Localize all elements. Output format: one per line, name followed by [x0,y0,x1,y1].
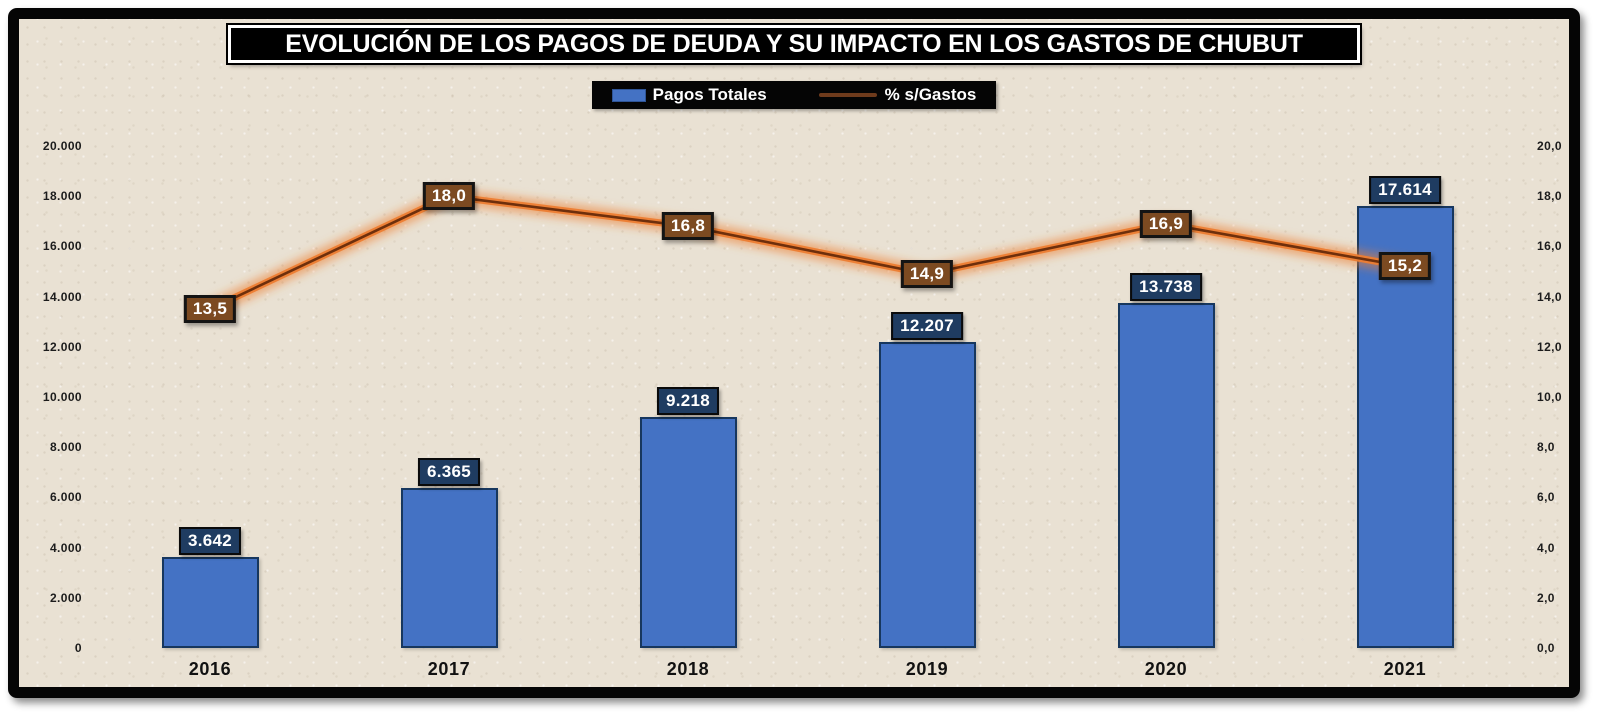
chart-frame: EVOLUCIÓN DE LOS PAGOS DE DEUDA Y SU IMP… [8,8,1580,698]
line-point-label-2017: 18,0 [422,182,476,211]
legend-line-swatch [818,93,877,97]
pct-line-series [202,188,1413,318]
x-axis-year-label-2021: 2021 [1383,659,1427,679]
bar-2016 [161,556,259,648]
y-axis-left-tick-12.000: 12.000 [42,339,82,354]
bar-2020 [1117,303,1215,648]
legend-line-label: % s/Gastos [884,85,977,104]
bar-2018 [639,416,737,648]
y-axis-left-tick-20.000: 20.000 [42,139,82,153]
line-point-label-2021: 15,2 [1378,252,1432,281]
bar-value-label-2018: 9.218 [656,386,720,415]
legend-bar-swatch [611,88,646,102]
line-point-label-2018: 16,8 [661,212,715,241]
y-axis-right-tick-20,0: 20,0 [1537,139,1562,153]
x-axis-year-label-2020: 2020 [1144,659,1188,679]
y-axis-left-tick-16.000: 16.000 [42,239,82,254]
y-axis-left-tick-10.000: 10.000 [42,390,82,404]
y-axis-right-tick-0,0: 0,0 [1537,641,1555,655]
bar-value-label-2017: 6.365 [417,458,481,487]
bar-value-label-2021: 17.614 [1369,175,1441,204]
y-axis-right-tick-4,0: 4,0 [1537,540,1555,555]
legend-bar-label: Pagos Totales [652,85,767,104]
chart-title-bar: EVOLUCIÓN DE LOS PAGOS DE DEUDA Y SU IMP… [226,23,1362,65]
bar-2017 [400,488,498,648]
bar-value-label-2016: 3.642 [178,526,242,555]
y-axis-right-tick-18,0: 18,0 [1537,189,1562,204]
line-point-label-2020: 16,9 [1139,209,1193,238]
bar-value-label-2019: 12.207 [891,311,963,340]
x-axis-year-label-2016: 2016 [188,659,232,679]
x-axis-year-label-2017: 2017 [427,659,471,679]
x-axis-year-label-2019: 2019 [905,659,949,679]
y-axis-left-tick-6.000: 6.000 [49,490,82,505]
y-axis-right-tick-14,0: 14,0 [1537,289,1562,304]
y-axis-left-tick-4.000: 4.000 [49,540,82,555]
x-axis-year-label-2018: 2018 [666,659,710,679]
pct-line-core [208,194,1407,311]
y-axis-right-tick-2,0: 2,0 [1537,590,1555,605]
y-axis-left-tick-0: 0 [74,641,82,655]
pct-line-body [206,192,1409,313]
plot-area: 3.642 6.365 9.218 12.207 13.738 17.614 13,5 18,… [19,19,1569,687]
chart-title: EVOLUCIÓN DE LOS PAGOS DE DEUDA Y SU IMP… [285,29,1303,58]
y-axis-right-tick-6,0: 6,0 [1537,490,1555,505]
line-point-label-2019: 14,9 [900,260,954,288]
y-axis-right-tick-10,0: 10,0 [1537,390,1562,404]
y-axis-right-tick-12,0: 12,0 [1537,339,1562,354]
y-axis-left-tick-8.000: 8.000 [49,440,82,455]
y-axis-left-tick-14.000: 14.000 [42,289,82,304]
y-axis-right-tick-16,0: 16,0 [1537,239,1562,254]
y-axis-left-tick-2.000: 2.000 [49,590,82,605]
chart-background: EVOLUCIÓN DE LOS PAGOS DE DEUDA Y SU IMP… [19,19,1569,687]
y-axis-right-tick-8,0: 8,0 [1537,440,1555,455]
line-point-label-2016: 13,5 [183,295,237,324]
y-axis-left-tick-18.000: 18.000 [42,189,82,204]
bar-value-label-2020: 13.738 [1130,273,1202,302]
legend: Pagos Totales % s/Gastos [592,81,996,109]
bar-2019 [878,341,976,648]
